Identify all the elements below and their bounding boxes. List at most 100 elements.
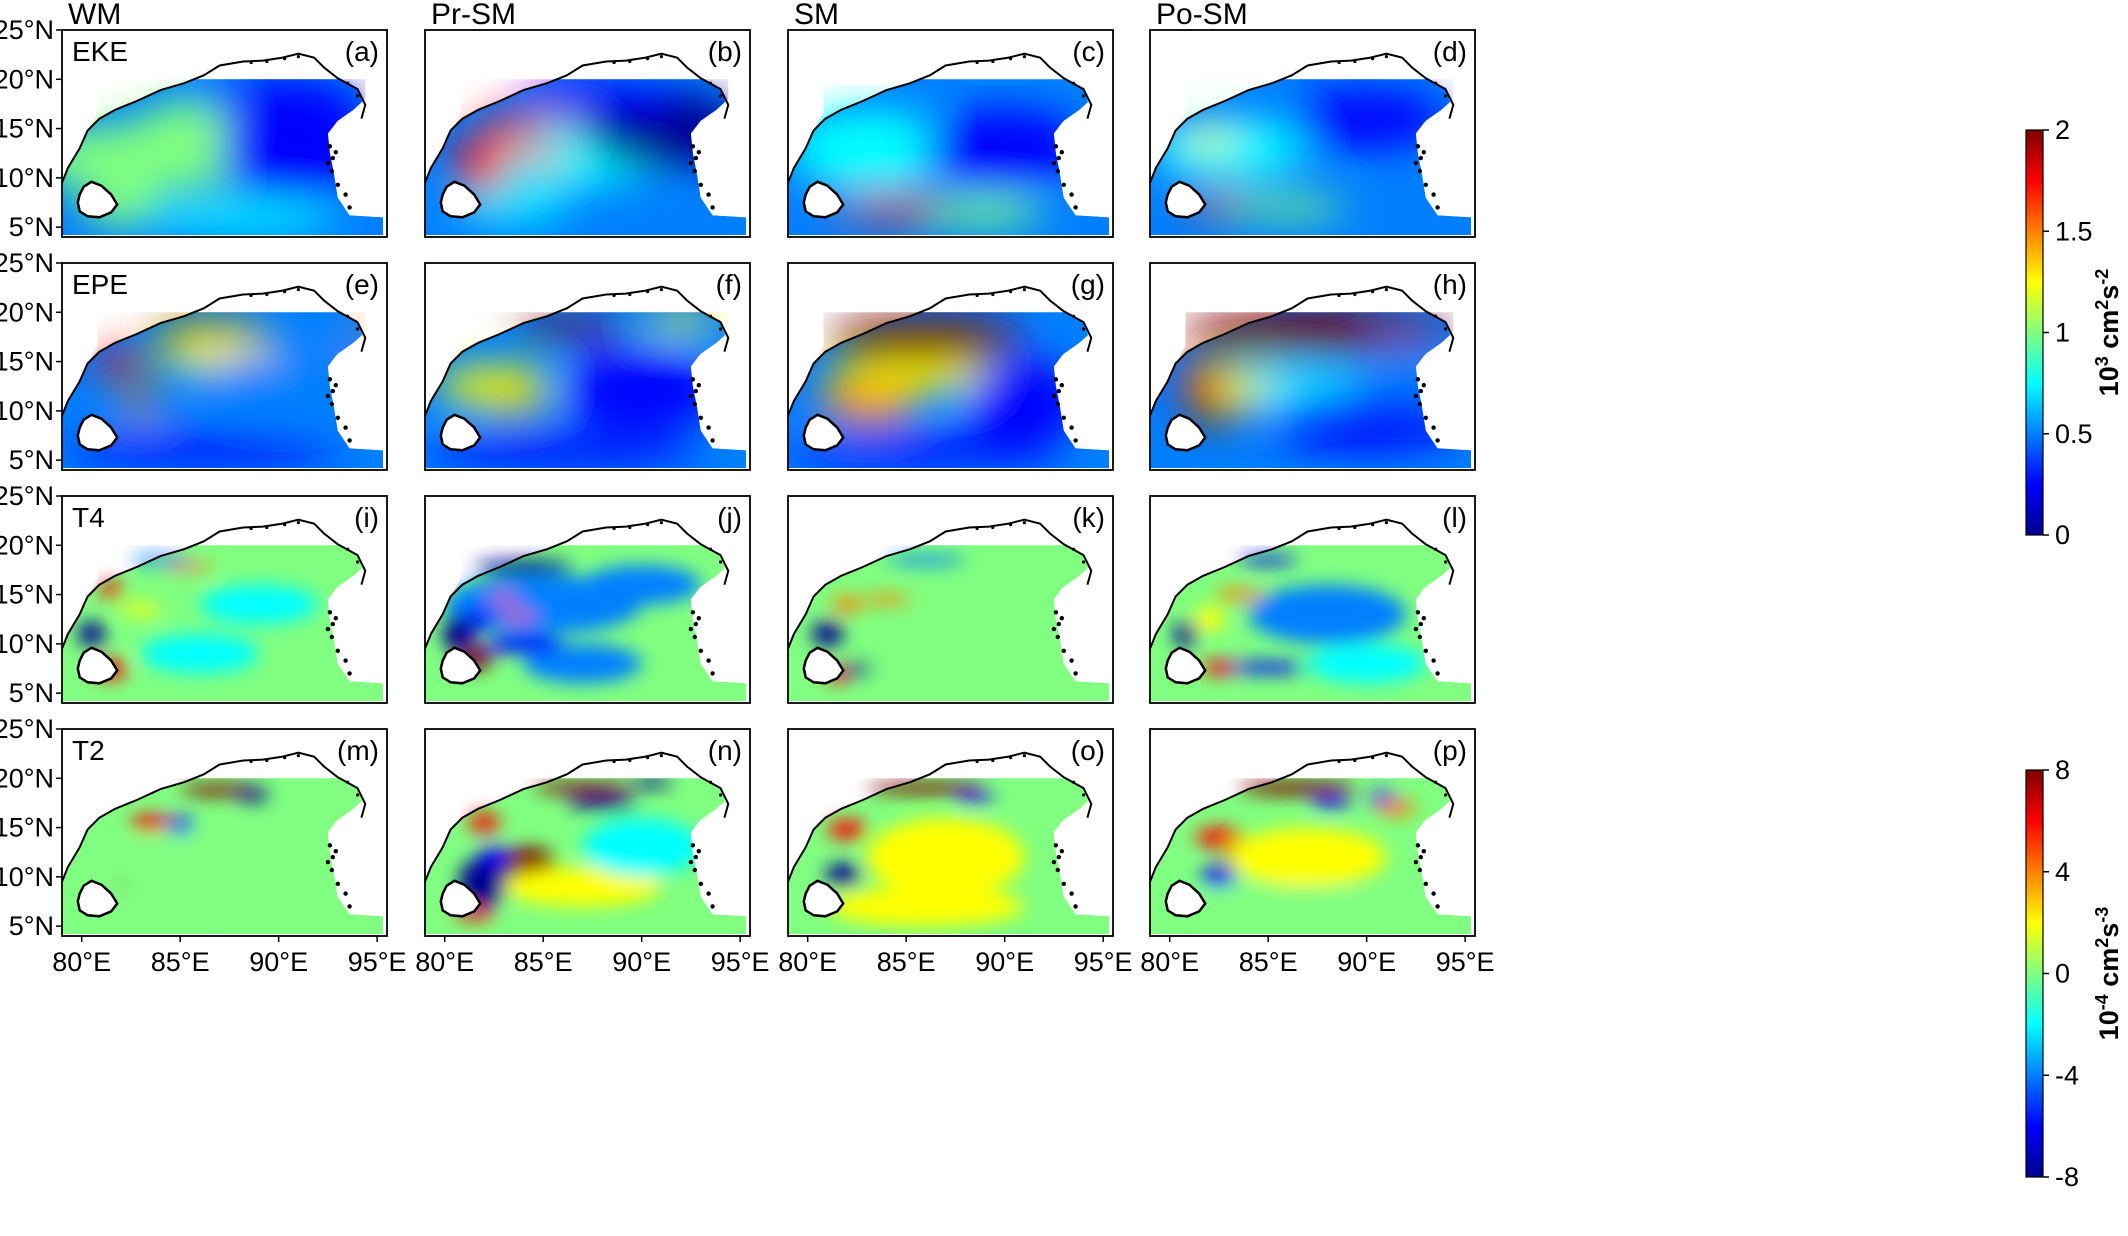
colorbar-tick-label: 0 (2055, 520, 2070, 550)
island (706, 425, 711, 430)
island (265, 292, 269, 297)
island (692, 867, 697, 873)
island (1418, 388, 1423, 394)
island (347, 205, 352, 210)
island (333, 150, 338, 155)
field-anomaly (91, 886, 210, 927)
map-panel: (c) (787, 29, 1114, 238)
island (1072, 81, 1076, 85)
sri-lanka (76, 413, 119, 452)
island (1055, 401, 1060, 407)
island (265, 525, 269, 530)
island (646, 290, 650, 294)
island (249, 60, 253, 65)
island (696, 849, 701, 854)
lat-tick-label: 25°N (0, 481, 54, 511)
island (1431, 658, 1436, 663)
island (1072, 314, 1076, 318)
island (1443, 560, 1448, 564)
island (1423, 648, 1428, 653)
island (688, 393, 694, 399)
coastline (61, 751, 367, 883)
colorbar-gradient (2025, 129, 2044, 536)
lat-tick-label: 25°N (0, 15, 54, 45)
panel-tag: (m) (337, 735, 379, 766)
field-anomaly (811, 621, 844, 647)
island (991, 758, 995, 763)
field-anomaly (827, 886, 1025, 927)
lon-tick-label: 95°E (1074, 947, 1133, 977)
field-anomaly (474, 560, 573, 574)
island (1056, 854, 1061, 860)
lat-tick-label: 20°N (0, 297, 54, 327)
sri-lanka (802, 879, 845, 918)
island (1415, 377, 1421, 382)
island (688, 859, 694, 865)
panel-tag: (a) (345, 36, 379, 67)
island (347, 904, 352, 909)
lat-tick-label: 5°N (9, 445, 54, 475)
island (335, 648, 340, 653)
island (1081, 94, 1086, 98)
field-anomaly (488, 596, 520, 603)
island (1053, 377, 1059, 382)
island (706, 192, 711, 197)
field-anomaly (199, 79, 358, 119)
island (329, 401, 334, 407)
latitude-axis: 25°N 20°N 15°N 10°N 5°N 25°N 20°N 15°N 10°N 5°N 25… (0, 15, 62, 941)
sri-lanka (1164, 646, 1207, 685)
island (1051, 859, 1057, 865)
colorbar-tick-label: 0 (2055, 959, 2070, 989)
sri-lanka (1164, 413, 1207, 452)
island (688, 160, 694, 166)
island (706, 658, 711, 663)
lon-tick-label: 95°E (348, 947, 407, 977)
island (355, 560, 360, 564)
island (975, 293, 979, 298)
island (1069, 425, 1074, 430)
coastline (1149, 285, 1455, 417)
island (1069, 192, 1074, 197)
island (330, 854, 335, 860)
island (1061, 648, 1066, 653)
lon-tick-label: 80°E (52, 947, 111, 977)
map-panel: (n) (424, 728, 751, 937)
field-anomaly (237, 788, 269, 802)
island (1413, 160, 1419, 166)
island (283, 290, 287, 294)
lat-tick-label: 5°N (9, 678, 54, 708)
island (355, 793, 360, 797)
panel-tag: (j) (717, 502, 742, 533)
island (330, 621, 335, 627)
field-anomaly (62, 436, 338, 465)
island (646, 57, 650, 61)
island (709, 314, 713, 318)
panel-tag: (n) (708, 735, 742, 766)
coastline (787, 285, 1093, 417)
map-panel: (m) T2 (61, 728, 388, 937)
field-anomaly (827, 819, 867, 840)
island (296, 288, 300, 292)
island (612, 293, 616, 298)
lon-tick-label: 90°E (1337, 947, 1396, 977)
lon-tick-label: 85°E (151, 947, 210, 977)
field-anomaly (519, 149, 567, 167)
colorbar-tick-label: -4 (2055, 1060, 2079, 1090)
island (1421, 616, 1426, 621)
island (355, 327, 360, 331)
island (335, 182, 340, 187)
column-title: Po-SM (1156, 0, 1248, 31)
field-anomaly (562, 351, 721, 431)
field-anomaly (1201, 867, 1237, 887)
island (1423, 881, 1428, 886)
island (693, 854, 698, 860)
island (1081, 560, 1086, 564)
island (329, 168, 334, 174)
field-anomaly (1228, 661, 1308, 674)
sri-lanka (802, 180, 845, 219)
panel-frame (1149, 728, 1476, 937)
island (718, 560, 723, 564)
variable-label: T2 (72, 735, 105, 766)
field-anomaly (523, 643, 642, 684)
